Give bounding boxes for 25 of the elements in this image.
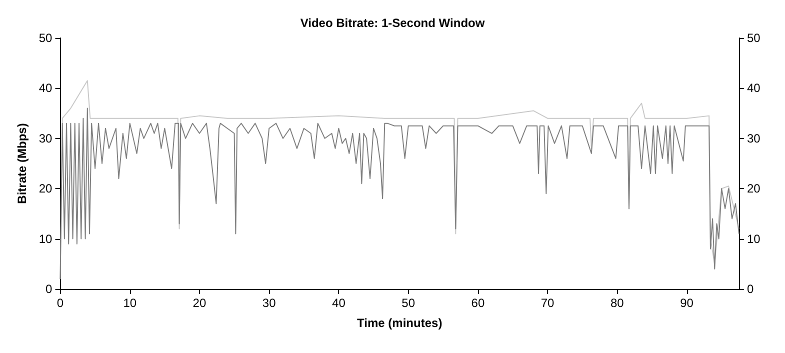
x-tick-label: 30 xyxy=(262,296,276,310)
x-tick-label: 40 xyxy=(332,296,346,310)
x-tick-label: 80 xyxy=(610,296,624,310)
y2-tick-label: 10 xyxy=(747,232,761,246)
chart-title: Video Bitrate: 1-Second Window xyxy=(300,16,486,30)
y-tick-label: 20 xyxy=(38,182,53,196)
y2-tick-label: 30 xyxy=(747,131,761,146)
x-tick-label: 10 xyxy=(123,296,137,310)
y-tick-label: 30 xyxy=(38,131,53,146)
x-tick-label: 50 xyxy=(402,296,416,310)
y2-tick-label: 0 xyxy=(747,282,754,296)
x-tick-label: 90 xyxy=(680,296,694,310)
x-axis-title: Time (minutes) xyxy=(357,316,442,330)
y2-tick-label: 50 xyxy=(747,31,761,45)
x-tick-label: 0 xyxy=(56,296,64,310)
x-tick-label: 60 xyxy=(471,296,485,310)
x-tick-label: 20 xyxy=(192,296,206,310)
y-tick-label: 40 xyxy=(38,81,53,96)
y-tick-label: 10 xyxy=(38,232,53,246)
y-tick-label: 50 xyxy=(38,31,53,45)
y-axis-title: Bitrate (Mbps) xyxy=(15,123,29,204)
y2-tick-label: 40 xyxy=(747,81,761,96)
y2-tick-label: 20 xyxy=(747,182,761,196)
y-tick-label: 0 xyxy=(46,282,53,296)
x-tick-label: 70 xyxy=(540,296,555,310)
